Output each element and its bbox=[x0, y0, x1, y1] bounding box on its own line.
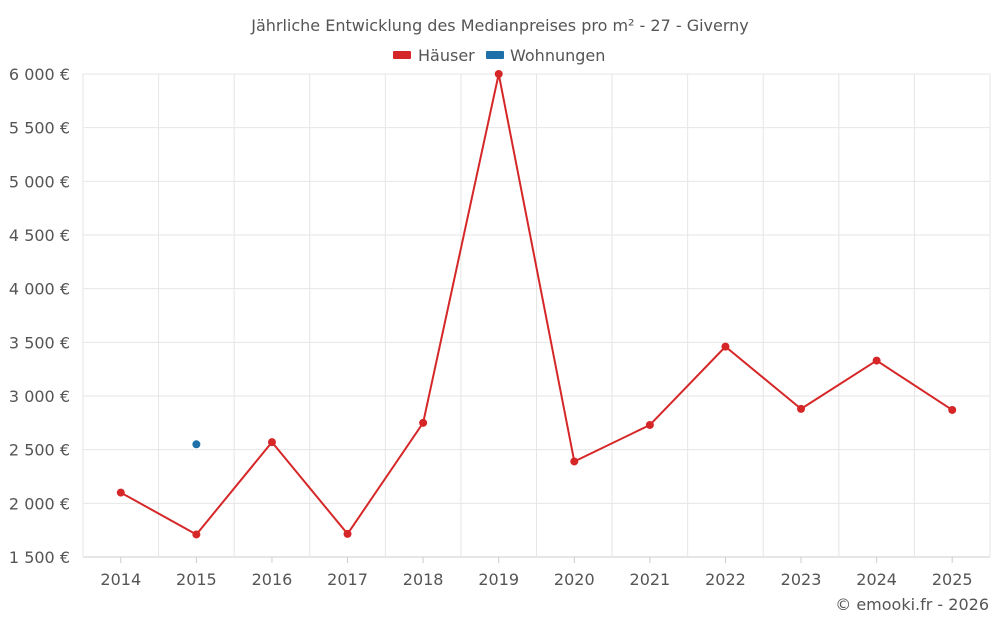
legend: Häuser Wohnungen bbox=[393, 46, 605, 65]
x-tick-label: 2022 bbox=[705, 570, 746, 589]
x-tick-label: 2024 bbox=[856, 570, 897, 589]
y-tick-label: 2 500 € bbox=[9, 441, 70, 460]
legend-label-wohnungen[interactable]: Wohnungen bbox=[510, 46, 605, 65]
credit-text: © emooki.fr - 2026 bbox=[835, 595, 989, 614]
y-tick-label: 5 500 € bbox=[9, 119, 70, 138]
y-tick-label: 6 000 € bbox=[9, 65, 70, 84]
x-tick-label: 2019 bbox=[478, 570, 519, 589]
x-tick-label: 2014 bbox=[100, 570, 141, 589]
data-point-haeuser-2019[interactable] bbox=[494, 70, 503, 78]
data-point-haeuser-2024[interactable] bbox=[872, 356, 881, 365]
y-tick-label: 1 500 € bbox=[9, 548, 70, 567]
data-point-haeuser-2025[interactable] bbox=[948, 405, 957, 414]
x-tick-label: 2016 bbox=[252, 570, 293, 589]
series-line-haeuser bbox=[120, 73, 953, 536]
x-tick-label: 2018 bbox=[403, 570, 444, 589]
data-point-haeuser-2021[interactable] bbox=[645, 420, 654, 429]
data-point-haeuser-2022[interactable] bbox=[721, 342, 730, 351]
y-tick-label: 4 500 € bbox=[9, 226, 70, 245]
y-tick-label: 5 000 € bbox=[9, 172, 70, 191]
legend-label-haeuser[interactable]: Häuser bbox=[418, 46, 475, 65]
data-point-haeuser-2018[interactable] bbox=[419, 418, 428, 427]
y-tick-label: 3 000 € bbox=[9, 387, 70, 406]
data-point-wohnungen-2015[interactable] bbox=[192, 440, 201, 449]
y-tick-label: 4 000 € bbox=[9, 280, 70, 299]
x-tick-label: 2023 bbox=[781, 570, 822, 589]
grid bbox=[82, 73, 991, 558]
data-point-haeuser-2020[interactable] bbox=[570, 457, 579, 466]
x-tick-label: 2021 bbox=[630, 570, 671, 589]
x-tick-label: 2025 bbox=[932, 570, 973, 589]
y-tick-label: 3 500 € bbox=[9, 333, 70, 352]
data-point-haeuser-2023[interactable] bbox=[797, 404, 806, 413]
legend-swatch-wohnungen[interactable] bbox=[486, 51, 504, 59]
x-tick-label: 2017 bbox=[327, 570, 368, 589]
y-tick-label: 2 000 € bbox=[9, 494, 70, 513]
series-layer bbox=[116, 70, 957, 539]
data-point-haeuser-2016[interactable] bbox=[267, 438, 276, 447]
x-tick-label: 2015 bbox=[176, 570, 217, 589]
x-tick-label: 2020 bbox=[554, 570, 595, 589]
data-point-haeuser-2017[interactable] bbox=[343, 529, 352, 538]
y-axis-labels: 1 500 € 2 000 € 2 500 € 3 000 € 3 500 € 4 000… bbox=[9, 65, 70, 567]
data-point-haeuser-2015[interactable] bbox=[192, 530, 201, 539]
x-axis-labels: 2014 2015 2016 2017 2018 2019 2020 2021 2022 2023… bbox=[100, 557, 973, 589]
legend-swatch-haeuser[interactable] bbox=[393, 51, 411, 59]
chart-title: Jährliche Entwicklung des Medianpreises … bbox=[250, 16, 749, 35]
data-point-haeuser-2014[interactable] bbox=[116, 488, 125, 497]
